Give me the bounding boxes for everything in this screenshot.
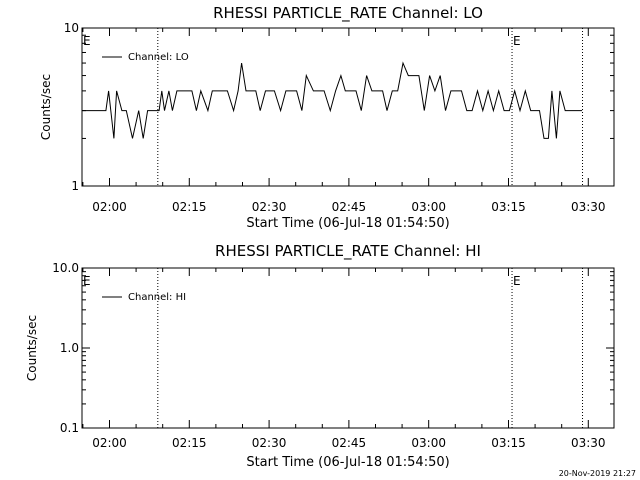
x-tick-label: 03:00 xyxy=(411,200,446,214)
x-tick-label: 03:15 xyxy=(491,200,526,214)
x-axis-label: Start Time (06-Jul-18 01:54:50) xyxy=(246,216,449,231)
x-tick-label: 03:00 xyxy=(411,436,446,450)
x-tick-label: 02:30 xyxy=(252,200,287,214)
y-axis-label: Counts/sec xyxy=(39,74,53,140)
event-marker-label: E xyxy=(83,34,91,48)
x-tick-label: 02:15 xyxy=(172,436,207,450)
x-tick-label: 02:00 xyxy=(92,436,127,450)
x-tick-label: 02:15 xyxy=(172,200,207,214)
event-marker-label: E xyxy=(513,274,521,288)
x-axis-label: Start Time (06-Jul-18 01:54:50) xyxy=(246,455,449,470)
event-marker-label: E xyxy=(83,274,91,288)
chart-title: RHESSI PARTICLE_RATE Channel: HI xyxy=(215,242,481,261)
series-line-channel-lo xyxy=(82,61,583,139)
legend-label: Channel: HI xyxy=(128,292,186,303)
plot-frame xyxy=(81,27,615,187)
x-tick-label: 03:30 xyxy=(571,436,606,450)
x-tick-label: 02:30 xyxy=(252,436,287,450)
chart-panel-0: RHESSI PARTICLE_RATE Channel: LO 02:00 02:… xyxy=(39,4,615,231)
y-axis-label: Counts/sec xyxy=(25,315,39,381)
y-tick-label: 10 xyxy=(64,21,79,35)
y-tick-label: 1.0 xyxy=(60,341,79,355)
event-marker-label: E xyxy=(513,34,521,48)
x-tick-label: 02:45 xyxy=(332,200,367,214)
chart-panel-1: RHESSI PARTICLE_RATE Channel: HI 02:00 02:… xyxy=(25,242,615,470)
y-tick-label: 1 xyxy=(71,179,79,193)
x-tick-label: 02:00 xyxy=(92,200,127,214)
x-tick-label: 03:30 xyxy=(571,200,606,214)
y-tick-label: 10.0 xyxy=(52,261,79,275)
legend-label: Channel: LO xyxy=(128,52,189,63)
y-tick-label: 0.1 xyxy=(60,421,79,435)
chart-panels: RHESSI PARTICLE_RATE Channel: LO 02:00 02:… xyxy=(25,4,615,470)
x-tick-label: 02:45 xyxy=(332,436,367,450)
footer-timestamp: 20-Nov-2019 21:27 xyxy=(559,469,636,478)
x-tick-label: 03:15 xyxy=(491,436,526,450)
chart-title: RHESSI PARTICLE_RATE Channel: LO xyxy=(213,4,483,23)
